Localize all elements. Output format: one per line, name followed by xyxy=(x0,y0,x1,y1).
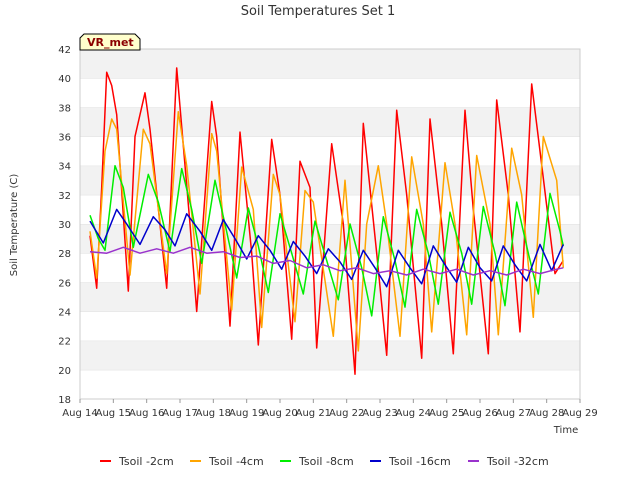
y-tick-label: 18 xyxy=(58,395,71,406)
legend-label: Tsoil -8cm xyxy=(298,455,354,468)
y-tick-label: 40 xyxy=(58,74,71,85)
series-line-tsoil-4cm xyxy=(89,110,565,352)
grid-band xyxy=(80,194,580,224)
y-tick-label: 24 xyxy=(58,308,71,319)
y-tick-label: 26 xyxy=(58,278,71,289)
chart-title: Soil Temperatures Set 1 xyxy=(241,4,396,19)
x-tick-label: Aug 25 xyxy=(429,408,464,419)
station-badge: VR_met xyxy=(79,33,141,51)
x-tick-label: Aug 14 xyxy=(62,408,97,419)
x-tick-label: Aug 18 xyxy=(196,408,231,419)
legend-label: Tsoil -2cm xyxy=(118,455,174,468)
x-tick-label: Aug 28 xyxy=(529,408,564,419)
plot-background-bands xyxy=(80,48,580,399)
grid-band xyxy=(80,340,580,370)
series-line-tsoil-8cm xyxy=(89,164,565,317)
grid-band xyxy=(80,282,580,312)
y-tick-label: 22 xyxy=(58,337,71,348)
y-axis-title: Soil Temperature (C) xyxy=(9,174,20,277)
grid-band xyxy=(80,49,580,79)
y-tick-label: 28 xyxy=(58,249,71,260)
series-line-tsoil-32cm xyxy=(89,246,564,276)
x-tick-label: Aug 21 xyxy=(296,408,331,419)
y-tick-label: 36 xyxy=(58,133,71,144)
grid-band xyxy=(80,107,580,137)
legend-label: Tsoil -16cm xyxy=(388,455,451,468)
legend-label: Tsoil -32cm xyxy=(486,455,549,468)
x-tick-label: Aug 15 xyxy=(96,408,131,419)
x-tick-label: Aug 19 xyxy=(229,408,264,419)
y-tick-label: 30 xyxy=(58,220,71,231)
grid-band xyxy=(80,78,580,108)
x-tick-label: Aug 20 xyxy=(262,408,297,419)
badge-label: VR_met xyxy=(87,36,134,49)
x-tick-label: Aug 23 xyxy=(362,408,397,419)
y-tick-label: 42 xyxy=(58,45,71,56)
x-tick-label: Aug 26 xyxy=(462,408,497,419)
legend: Tsoil -2cm Tsoil -4cm Tsoil -8cm Tsoil -16c… xyxy=(100,455,549,468)
grid-band xyxy=(80,369,580,399)
series-line-tsoil-2cm xyxy=(89,67,564,375)
x-tick-label: Aug 17 xyxy=(162,408,197,419)
x-tick-label: Aug 27 xyxy=(496,408,531,419)
x-tick-label: Aug 22 xyxy=(329,408,364,419)
badge-shape xyxy=(79,33,141,51)
x-tick-label: Aug 24 xyxy=(396,408,431,419)
x-tick-label: Aug 29 xyxy=(562,408,597,419)
series-lines xyxy=(89,67,565,375)
y-tick-label: 20 xyxy=(58,366,71,377)
y-axis-ticks: 18 20 22 24 26 28 30 32 34 36 38 40 42 xyxy=(58,45,71,406)
legend-label: Tsoil -4cm xyxy=(208,455,264,468)
y-tick-label: 38 xyxy=(58,103,71,114)
x-axis-title: Time xyxy=(553,425,578,436)
x-tick-label: Aug 16 xyxy=(129,408,164,419)
plot-area xyxy=(79,48,581,400)
y-tick-label: 32 xyxy=(58,191,71,202)
y-tick-label: 34 xyxy=(58,162,71,173)
